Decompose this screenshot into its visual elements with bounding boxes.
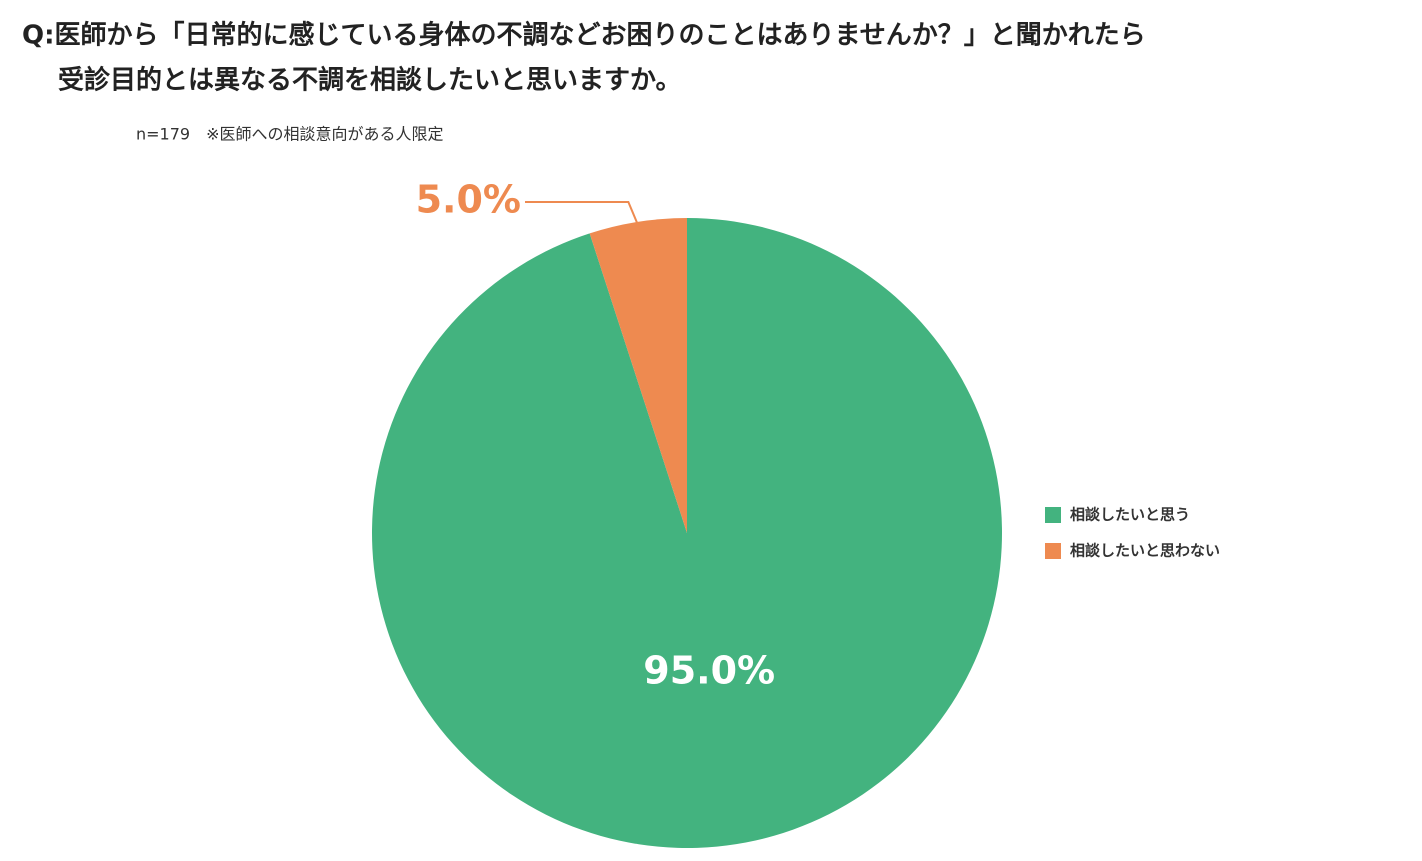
legend-swatch	[1045, 507, 1061, 523]
legend-label: 相談したいと思う	[1070, 506, 1190, 524]
data-label: 5.0%	[416, 178, 521, 222]
chart-title: 受診目的とは異なる不調を相談したいと思いますか。	[58, 65, 681, 96]
chart-title: Q:医師から「日常的に感じている身体の不調などお困りのことはありませんか？」と聞…	[22, 20, 1146, 51]
pie-slice	[589, 218, 687, 533]
leader-line	[525, 201, 640, 227]
legend-label: 相談したいと思わない	[1070, 542, 1220, 560]
legend-swatch	[1045, 543, 1061, 559]
chart-subtitle: n=179 ※医師への相談意向がある人限定	[136, 125, 444, 144]
pie-slice	[372, 218, 1003, 848]
data-label: 95.0%	[643, 649, 775, 693]
